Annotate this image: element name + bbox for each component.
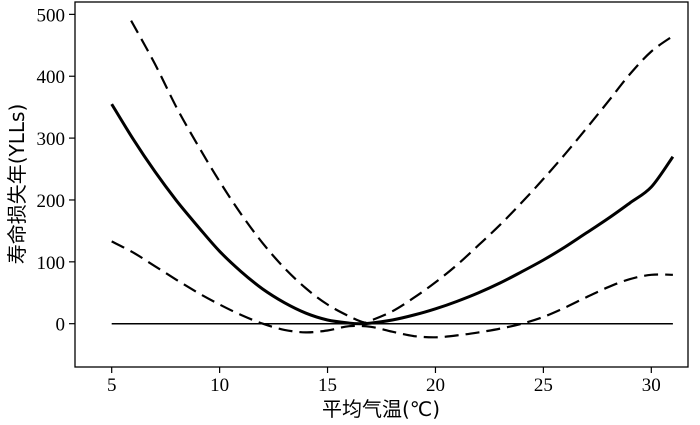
y-tick-label: 400 <box>37 67 66 88</box>
y-tick-label: 100 <box>37 253 66 274</box>
x-tick-label: 5 <box>107 375 117 396</box>
y-tick-label: 300 <box>37 129 66 150</box>
y-tick-label: 200 <box>37 191 66 212</box>
x-tick-label: 10 <box>210 375 229 396</box>
y-tick-label: 0 <box>56 315 66 336</box>
plot-area <box>110 20 675 339</box>
x-tick-label: 25 <box>534 375 553 396</box>
x-tick-label: 30 <box>642 375 661 396</box>
y-tick-label: 500 <box>37 5 66 26</box>
series-line-estimate <box>110 103 675 326</box>
series-line-ci-2 <box>111 240 673 339</box>
x-tick-label: 15 <box>318 375 337 396</box>
y-axis-label: 寿命损失年(YLLs) <box>5 104 29 265</box>
x-tick-label: 20 <box>426 375 445 396</box>
plot-frame <box>74 1 689 368</box>
x-axis-label: 平均气温(℃) <box>322 397 440 421</box>
series-line-ci-1 <box>130 20 674 324</box>
